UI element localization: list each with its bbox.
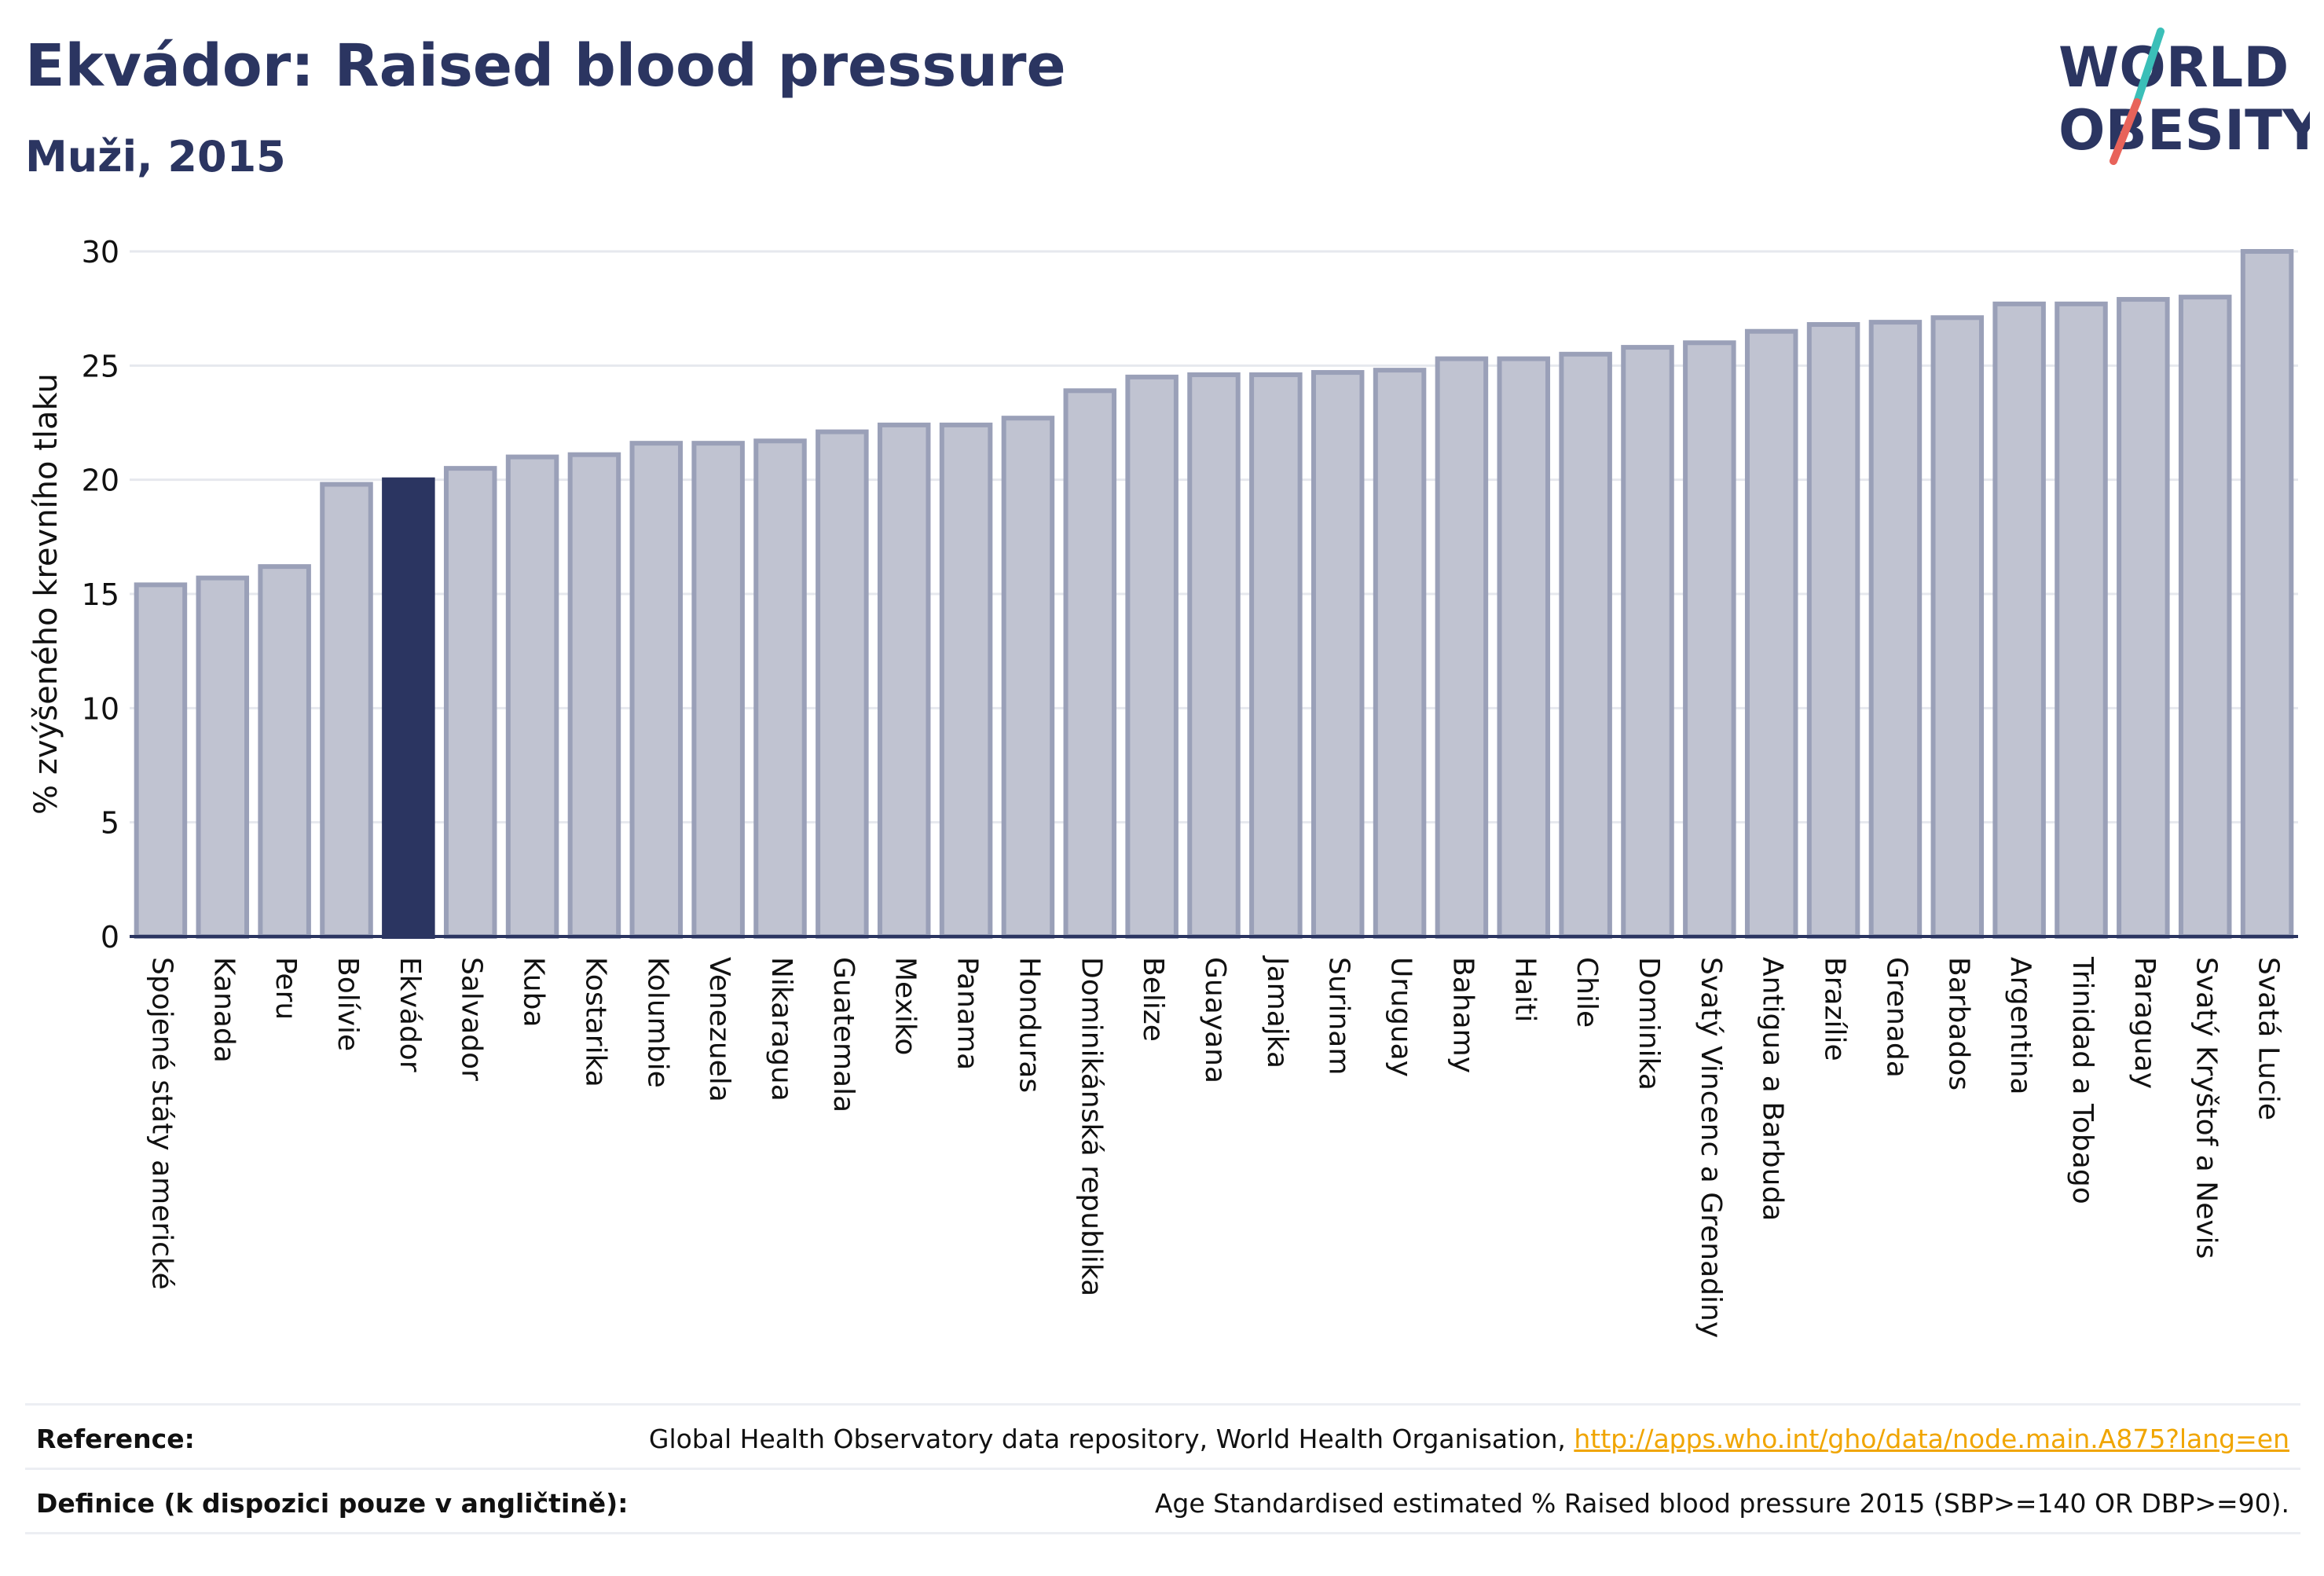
x-tick-label: Argentina [2004, 957, 2036, 1095]
y-axis-label: % zvýšeného krevního tlaku [28, 373, 64, 815]
x-tick-label: Kolumbie [641, 957, 673, 1088]
reference-text: Global Health Observatory data repositor… [648, 1423, 1574, 1454]
bar [1249, 372, 1303, 939]
logo-text-obesity: OBESITY [2058, 98, 2310, 163]
x-tick-label: Haiti [1508, 957, 1541, 1022]
bar [691, 441, 745, 939]
x-tick-label: Bahamy [1446, 957, 1479, 1073]
bar [320, 482, 373, 939]
bar [1992, 301, 2046, 939]
y-tick-label: 30 [82, 235, 119, 269]
bar [1063, 388, 1117, 940]
bar [258, 564, 311, 939]
logo-text-world: WORLD [2058, 35, 2289, 100]
x-tick-label: Venezuela [703, 957, 735, 1102]
bar [629, 441, 684, 939]
x-tick-label: Ekvádor [394, 957, 426, 1072]
bar [1187, 372, 1241, 939]
reference-label: Reference: [36, 1423, 195, 1454]
bar [1868, 320, 1923, 939]
x-tick-label: Svatá Lucie [2253, 957, 2285, 1120]
x-tick-label: Svatý Kryštof a Nevis [2190, 957, 2223, 1259]
bar [2055, 301, 2108, 939]
reference-link[interactable]: http://apps.who.int/gho/data/node.main.A… [1574, 1423, 2289, 1454]
x-tick-label: Kuba [518, 957, 550, 1028]
x-tick-label: Chile [1571, 957, 1603, 1028]
x-tick-label: Paraguay [2128, 957, 2161, 1089]
x-tick-label: Uruguay [1385, 957, 1417, 1077]
x-tick-label: Peru [269, 957, 302, 1020]
x-tick-label: Panama [951, 957, 984, 1070]
bar [134, 582, 188, 940]
bar [877, 422, 931, 939]
bar [1930, 315, 1985, 939]
bar [816, 429, 869, 939]
bar [1373, 368, 1427, 939]
x-tick-label: Kostarika [579, 957, 611, 1087]
y-tick-label: 5 [101, 806, 119, 841]
y-axis-ticks: 0 5 10 15 20 25 30 [82, 235, 119, 955]
footer-reference-row: Reference: Global Health Observatory dat… [25, 1403, 2300, 1472]
logo-slash-red [2110, 98, 2141, 165]
chart-title: Ekvádor: Raised blood pressure [25, 32, 1066, 100]
x-tick-label: Trinidad a Tobago [2066, 956, 2099, 1204]
definition-label: Definice (k dispozici pouze v angličtině… [36, 1487, 629, 1519]
x-tick-label: Belize [1137, 957, 1169, 1042]
bar [753, 438, 807, 939]
bars [134, 249, 2294, 940]
bar [1806, 322, 1860, 940]
world-obesity-logo: WORLD OBESITY [2058, 27, 2310, 165]
bar-highlighted [382, 477, 435, 939]
reference-value: Global Health Observatory data repositor… [649, 1424, 2300, 1454]
logo-slash-teal [2133, 27, 2165, 106]
bar [1001, 416, 1055, 939]
bar [939, 422, 993, 939]
x-tick-label: Salvador [456, 957, 488, 1081]
x-tick-label: Guayana [1199, 957, 1231, 1083]
x-tick-label: Bolívie [332, 957, 364, 1051]
y-tick-label: 25 [82, 349, 119, 383]
bar [443, 466, 497, 939]
bar [1125, 374, 1178, 940]
footer-definition-row: Definice (k dispozici pouze v angličtině… [25, 1468, 2300, 1536]
x-tick-label: Nikaragua [765, 957, 797, 1101]
x-tick-label: Dominikánská republika [1075, 957, 1107, 1296]
bar [1621, 345, 1674, 939]
bar [567, 452, 621, 939]
definition-text: Age Standardised estimated % Raised bloo… [1154, 1487, 2289, 1519]
y-tick-label: 10 [82, 691, 119, 726]
y-tick-label: 20 [82, 464, 119, 498]
x-tick-label: Guatemala [827, 957, 860, 1112]
x-tick-label: Antigua a Barbuda [1757, 957, 1789, 1221]
x-tick-label: Grenada [1880, 957, 1912, 1078]
footer-divider [25, 1532, 2300, 1534]
x-tick-label: Honduras [1013, 957, 1045, 1093]
y-tick-label: 0 [101, 920, 119, 955]
bar [505, 454, 559, 939]
bar [1559, 351, 1612, 939]
bar [2178, 295, 2232, 939]
x-tick-label: Barbados [1942, 957, 1974, 1090]
bar [2240, 249, 2294, 939]
bar [1683, 340, 1736, 939]
bar [1310, 370, 1365, 939]
x-tick-label: Surinam [1323, 957, 1355, 1075]
bar [1744, 328, 1798, 939]
x-tick-label: Mexiko [889, 957, 922, 1055]
bar [2117, 297, 2170, 940]
x-tick-label: Jamajka [1261, 955, 1293, 1068]
bar-chart: 0 5 10 15 20 25 30 Spojené státy americké Kanad… [28, 235, 2298, 1338]
bar [196, 575, 250, 939]
x-tick-label: Svatý Vincenc a Grenadiny [1695, 957, 1727, 1338]
x-tick-label: Dominika [1633, 957, 1665, 1090]
x-tick-label: Brazílie [1819, 957, 1851, 1061]
x-axis-labels: Spojené státy americké Kanada Peru Bolívie E… [145, 955, 2284, 1338]
x-tick-label: Spojené státy americké [145, 957, 178, 1290]
x-tick-label: Kanada [207, 957, 240, 1063]
chart-subtitle: Muži, 2015 [25, 132, 286, 181]
bar [1497, 356, 1551, 939]
bar [1435, 356, 1489, 939]
y-tick-label: 15 [82, 577, 119, 612]
